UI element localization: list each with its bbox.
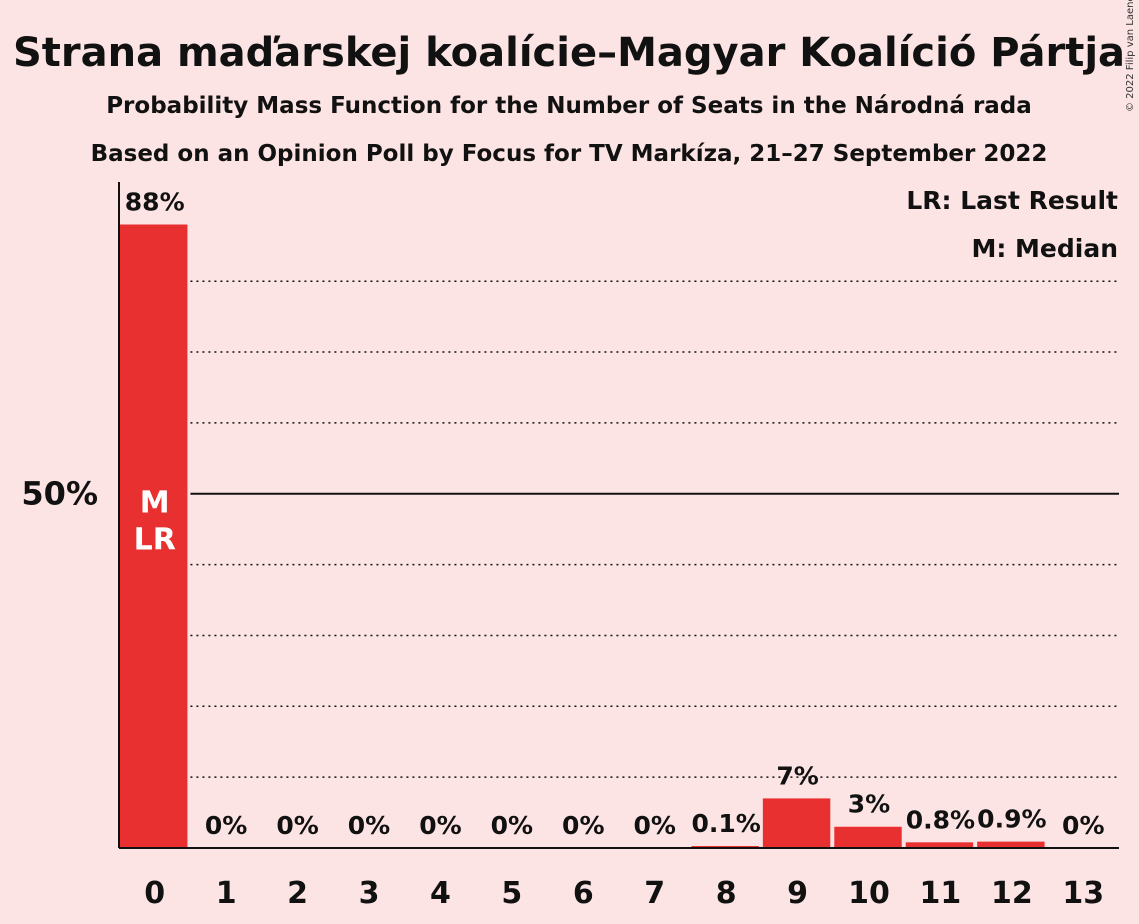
- x-tick-8: 8: [716, 876, 737, 911]
- data-label-13: 0%: [1062, 811, 1104, 840]
- x-tick-12: 12: [991, 876, 1033, 911]
- chart-subtitle-1: Probability Mass Function for the Number…: [106, 93, 1032, 119]
- bar-12: [977, 841, 1045, 848]
- data-label-1: 0%: [205, 811, 247, 840]
- x-tick-0: 0: [144, 876, 165, 911]
- median-marker: M: [140, 486, 170, 521]
- legend-median: M: Median: [971, 234, 1118, 263]
- data-label-2: 0%: [276, 811, 318, 840]
- bar-9: [762, 798, 831, 848]
- x-tick-2: 2: [287, 876, 308, 911]
- data-label-7: 0%: [633, 811, 675, 840]
- bar-11: [905, 842, 974, 848]
- x-tick-3: 3: [359, 876, 380, 911]
- bar-0: [120, 224, 188, 849]
- x-tick-13: 13: [1062, 876, 1104, 911]
- data-label-9: 7%: [776, 761, 818, 790]
- data-label-12: 0.9%: [977, 805, 1046, 834]
- x-tick-5: 5: [501, 876, 522, 911]
- x-tick-11: 11: [920, 876, 962, 911]
- x-tick-7: 7: [644, 876, 665, 911]
- data-labels: 88% MLR 0% 0% 0% 0% 0% 0% 0% 0.1% 7% 3% 0.8% 0.9% 0%: [125, 188, 1105, 840]
- data-label-5: 0%: [491, 811, 533, 840]
- copyright-credit: © 2022 Filip van Laenen: [1125, 0, 1136, 112]
- data-label-10: 3%: [848, 790, 890, 819]
- x-tick-labels: 0 1 2 3 4 5 6 7 8 9 10 11 12 13: [144, 876, 1104, 911]
- chart-title: Strana maďarskej koalície–Magyar Koalíci…: [13, 30, 1125, 76]
- y-tick-label-50: 50%: [21, 475, 98, 513]
- x-tick-9: 9: [787, 876, 808, 911]
- data-label-6: 0%: [562, 811, 604, 840]
- data-label-3: 0%: [348, 811, 390, 840]
- data-label-11: 0.8%: [906, 805, 975, 834]
- chart-subtitle-2: Based on an Opinion Poll by Focus for TV…: [91, 141, 1048, 167]
- gridlines: [190, 280, 1119, 778]
- x-tick-10: 10: [848, 876, 890, 911]
- legend-last-result: LR: Last Result: [906, 186, 1118, 215]
- bars: [120, 224, 1045, 849]
- last-result-marker: LR: [134, 523, 176, 558]
- x-tick-6: 6: [573, 876, 594, 911]
- data-label-0: 88%: [125, 188, 185, 217]
- data-label-4: 0%: [419, 811, 461, 840]
- bar-10: [834, 826, 902, 848]
- x-tick-1: 1: [216, 876, 237, 911]
- x-tick-4: 4: [430, 876, 451, 911]
- data-label-8: 0.1%: [691, 809, 760, 838]
